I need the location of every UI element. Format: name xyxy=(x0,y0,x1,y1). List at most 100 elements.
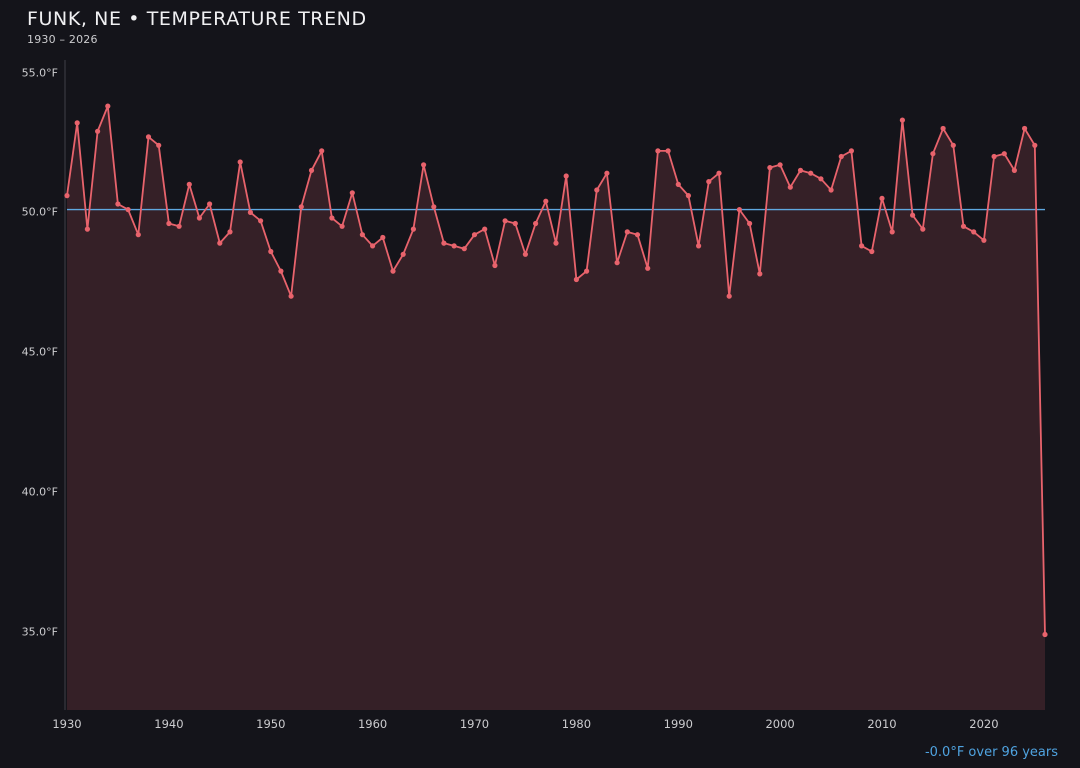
data-point xyxy=(828,187,834,193)
data-point xyxy=(706,179,712,185)
data-point xyxy=(329,215,335,221)
x-tick-label: 2010 xyxy=(867,717,897,731)
data-point xyxy=(1011,167,1018,173)
data-point xyxy=(288,293,294,299)
y-tick-label: 45.0°F xyxy=(21,345,58,359)
y-tick-label: 50.0°F xyxy=(21,205,58,219)
trend-summary-label: -0.0°F over 96 years xyxy=(924,745,1058,760)
x-tick-label: 1980 xyxy=(561,717,592,731)
data-point xyxy=(217,240,223,246)
data-point xyxy=(1032,142,1038,148)
x-tick-label: 1960 xyxy=(357,717,388,731)
x-tick-label: 1950 xyxy=(256,717,286,731)
data-point xyxy=(991,153,997,160)
data-point xyxy=(685,193,692,199)
data-point xyxy=(1001,151,1007,157)
x-tick-label: 2000 xyxy=(765,717,795,731)
data-point xyxy=(64,193,70,199)
data-point xyxy=(930,151,936,157)
data-point xyxy=(1042,631,1048,638)
data-point xyxy=(838,153,844,160)
data-point xyxy=(105,103,111,109)
data-point xyxy=(614,260,620,266)
data-point xyxy=(441,240,447,246)
data-point xyxy=(869,248,875,255)
data-point xyxy=(278,268,284,274)
data-point xyxy=(268,248,274,255)
data-point xyxy=(848,148,855,154)
data-point xyxy=(298,204,304,210)
data-point xyxy=(777,162,783,168)
data-point xyxy=(655,148,661,154)
data-point xyxy=(247,209,253,215)
data-point xyxy=(899,117,906,123)
chart-title: FUNK, NE • TEMPERATURE TREND xyxy=(27,8,367,30)
data-point xyxy=(767,165,773,171)
data-point xyxy=(757,271,763,277)
data-point xyxy=(797,167,804,173)
data-point xyxy=(95,128,101,134)
data-point xyxy=(553,240,559,246)
x-tick-label: 2020 xyxy=(969,717,999,731)
x-tick-label: 1990 xyxy=(663,717,693,731)
temperature-area-fill xyxy=(67,106,1045,711)
data-point xyxy=(390,268,396,274)
data-point xyxy=(971,229,977,235)
data-point xyxy=(451,243,457,249)
data-point xyxy=(319,148,325,154)
data-point xyxy=(787,184,793,190)
data-point xyxy=(563,173,569,179)
data-point xyxy=(910,212,916,218)
data-point xyxy=(736,207,743,213)
data-point xyxy=(808,170,814,176)
data-point xyxy=(502,218,508,224)
data-point xyxy=(359,232,365,238)
data-point xyxy=(665,148,671,154)
data-point xyxy=(410,226,416,232)
data-point xyxy=(675,181,681,187)
data-point xyxy=(634,232,641,238)
data-point xyxy=(74,120,80,126)
data-point xyxy=(207,201,213,207)
data-point xyxy=(431,204,437,210)
data-point xyxy=(380,234,386,241)
data-point xyxy=(950,142,956,148)
data-point xyxy=(492,262,498,269)
data-point xyxy=(726,293,732,299)
chart-subtitle: 1930 – 2026 xyxy=(27,33,98,46)
data-point xyxy=(818,176,824,182)
data-point xyxy=(166,220,172,227)
data-point xyxy=(512,220,518,227)
data-point xyxy=(370,243,376,249)
y-tick-label: 55.0°F xyxy=(21,66,58,80)
data-point xyxy=(482,226,488,232)
data-point xyxy=(940,125,946,132)
x-tick-label: 1930 xyxy=(52,717,82,731)
data-point xyxy=(920,226,926,232)
data-point xyxy=(645,265,651,271)
x-tick-label: 1940 xyxy=(154,717,184,731)
data-point xyxy=(84,226,90,232)
data-point xyxy=(573,276,580,283)
data-point xyxy=(258,218,264,224)
data-point xyxy=(522,251,529,257)
data-point xyxy=(135,232,141,238)
data-point xyxy=(533,220,539,227)
y-tick-label: 35.0°F xyxy=(21,625,58,639)
data-point xyxy=(186,181,192,187)
data-point xyxy=(156,142,162,148)
data-point xyxy=(421,162,427,168)
data-point xyxy=(716,170,722,176)
data-point xyxy=(339,223,345,229)
data-point xyxy=(889,229,895,235)
data-point xyxy=(747,220,753,227)
data-point xyxy=(308,167,315,173)
data-point xyxy=(400,251,406,257)
data-point xyxy=(176,223,182,229)
data-point xyxy=(624,229,630,235)
data-point xyxy=(584,268,590,274)
data-point xyxy=(604,170,610,176)
